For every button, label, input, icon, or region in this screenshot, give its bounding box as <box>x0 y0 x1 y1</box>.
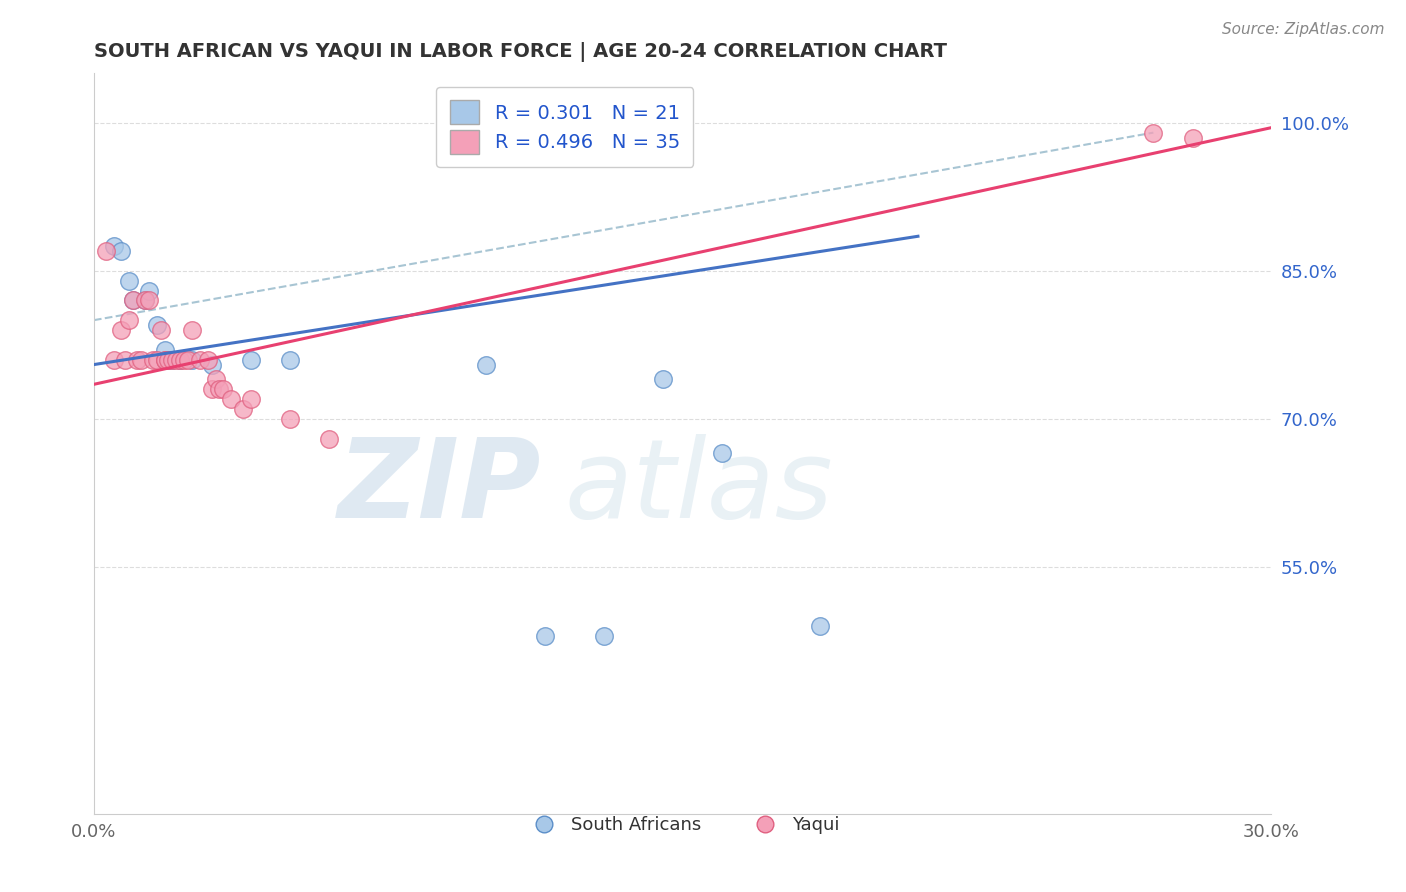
Point <box>138 284 160 298</box>
Point <box>145 318 167 332</box>
Point <box>153 352 176 367</box>
Point <box>118 313 141 327</box>
Point <box>162 352 184 367</box>
Point <box>122 293 145 308</box>
Text: atlas: atlas <box>565 434 834 541</box>
Point <box>232 401 254 416</box>
Point <box>593 629 616 643</box>
Point <box>165 352 187 367</box>
Point <box>219 392 242 406</box>
Point <box>318 432 340 446</box>
Point <box>197 352 219 367</box>
Point <box>149 323 172 337</box>
Point <box>103 352 125 367</box>
Point <box>177 352 200 367</box>
Point <box>169 352 191 367</box>
Point <box>94 244 117 258</box>
Point <box>110 244 132 258</box>
Point <box>534 629 557 643</box>
Point <box>127 352 149 367</box>
Point <box>145 352 167 367</box>
Point <box>162 352 184 367</box>
Point <box>239 352 262 367</box>
Point <box>651 372 673 386</box>
Point <box>201 382 224 396</box>
Point <box>239 392 262 406</box>
Point <box>278 352 301 367</box>
Point <box>110 323 132 337</box>
Point <box>134 293 156 308</box>
Point <box>212 382 235 396</box>
Text: Source: ZipAtlas.com: Source: ZipAtlas.com <box>1222 22 1385 37</box>
Point <box>475 358 498 372</box>
Point <box>153 352 176 367</box>
Point <box>142 352 165 367</box>
Point <box>114 352 136 367</box>
Legend: South Africans, Yaqui: South Africans, Yaqui <box>519 809 846 841</box>
Point <box>208 382 231 396</box>
Point <box>808 619 831 633</box>
Point <box>201 358 224 372</box>
Point <box>157 352 180 367</box>
Point <box>188 352 211 367</box>
Text: ZIP: ZIP <box>337 434 541 541</box>
Point <box>157 352 180 367</box>
Point <box>122 293 145 308</box>
Point <box>181 323 204 337</box>
Point <box>181 352 204 367</box>
Point <box>204 372 226 386</box>
Point <box>169 352 191 367</box>
Point <box>278 412 301 426</box>
Text: SOUTH AFRICAN VS YAQUI IN LABOR FORCE | AGE 20-24 CORRELATION CHART: SOUTH AFRICAN VS YAQUI IN LABOR FORCE | … <box>94 42 946 62</box>
Point <box>1142 126 1164 140</box>
Point <box>134 293 156 308</box>
Point <box>153 343 176 357</box>
Point <box>173 352 195 367</box>
Point <box>103 239 125 253</box>
Point <box>1181 130 1204 145</box>
Point <box>129 352 152 367</box>
Point <box>138 293 160 308</box>
Point <box>118 274 141 288</box>
Point <box>710 446 733 460</box>
